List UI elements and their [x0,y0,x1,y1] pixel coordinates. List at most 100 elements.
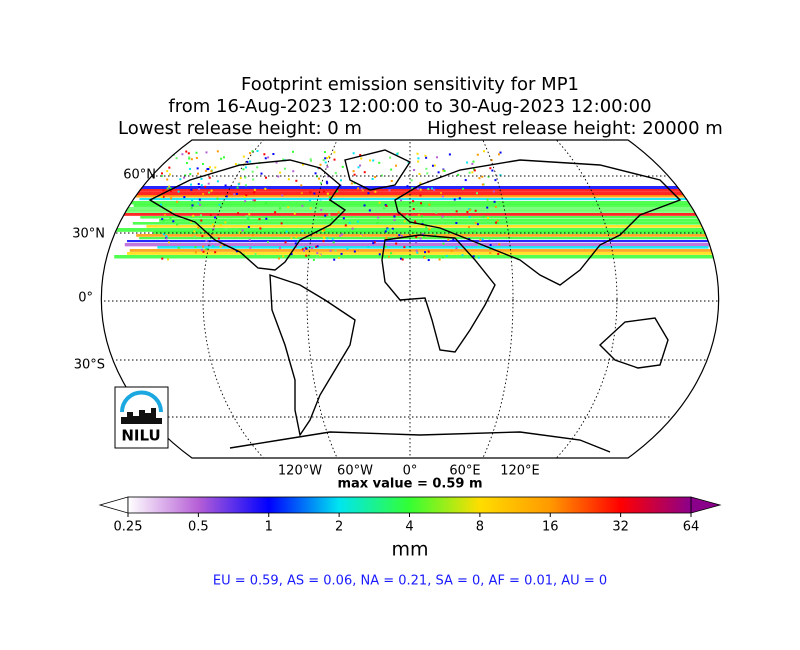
field-band [133,204,714,207]
field-band [104,192,719,196]
field-cell [326,192,329,195]
field-cell [472,160,475,163]
field-cell [435,156,438,159]
field-cell [420,215,423,218]
field-cell [415,249,418,252]
field-cell [371,177,374,180]
field-cell [399,257,402,260]
field-cell [434,234,437,237]
field-cell [210,189,213,192]
field-cell [183,196,186,199]
field-band [129,186,715,190]
field-cell [390,168,393,171]
field-cell [398,234,401,237]
field-cell [406,185,409,188]
field-cell [177,190,180,193]
field-cell [417,160,420,163]
field-cell [185,162,188,165]
field-cell [396,236,399,239]
field-cell [455,247,458,250]
field-cell [175,157,178,160]
field-cell [184,174,187,177]
field-cell [277,175,280,178]
field-cell [492,190,495,193]
sensitivity-field [103,150,719,262]
field-cell [417,214,420,217]
field-cell [395,242,398,245]
field-cell [412,208,415,211]
field-cell [218,203,221,206]
field-cell [324,161,327,164]
field-cell [494,205,497,208]
field-cell [220,157,223,160]
field-cell [341,208,344,211]
field-cell [214,251,217,254]
field-cell [233,193,236,196]
field-cell [499,151,502,154]
coastlines [148,149,682,453]
field-cell [341,233,344,236]
title-line: Footprint emission sensitivity for MP1 [241,74,579,95]
field-cell [179,178,182,181]
title-highest: Highest release height: 20000 m [427,118,723,139]
field-cell [309,191,312,194]
field-cell [301,248,304,251]
field-cell [172,220,175,223]
region-summary: EU = 0.59, AS = 0.06, NA = 0.21, SA = 0,… [213,574,607,589]
field-cell [235,192,238,195]
field-cell [498,243,501,246]
field-cell [412,231,415,234]
field-cell [326,157,329,160]
colorbar-tick-label: 32 [612,520,629,535]
field-cell [168,185,171,188]
field-cell [453,198,456,201]
field-cell [468,225,471,228]
field-cell [198,188,201,191]
colorbar-extend-high [690,496,722,514]
field-cell [486,206,489,209]
field-cell [380,174,383,177]
field-cell [282,158,285,161]
field-cell [340,252,343,255]
field-cell [328,196,331,199]
field-cell [253,199,256,202]
field-band [139,198,713,201]
field-cell [421,219,424,222]
field-cell [249,246,252,249]
field-cell [290,253,293,256]
field-cell [437,171,440,174]
field-cell [313,192,316,195]
field-cell [183,176,186,179]
lat-label: 0° [78,291,93,306]
colorbar-label: mm [391,539,428,561]
field-cell [251,234,254,237]
field-cell [479,239,482,242]
field-cell [352,152,355,155]
field-cell [481,183,484,186]
field-cell [189,173,192,176]
field-cell [214,166,217,169]
field-cell [393,215,396,218]
field-cell [212,227,215,230]
field-cell [248,213,251,216]
field-cell [324,157,327,160]
field-cell [272,153,275,156]
field-cell [494,179,497,182]
field-cell [350,182,353,185]
field-cell [464,179,467,182]
field-cell [461,254,464,257]
field-cell [263,153,266,156]
field-cell [410,179,413,182]
field-cell [160,196,163,199]
field-cell [489,244,492,247]
field-cell [166,178,169,181]
field-cell [319,254,322,257]
field-cell [473,169,476,172]
field-cell [468,215,471,218]
field-cell [322,240,325,243]
field-cell [244,166,247,169]
field-cell [441,256,444,259]
field-cell [274,211,277,214]
field-cell [161,257,164,260]
field-cell [191,204,194,207]
